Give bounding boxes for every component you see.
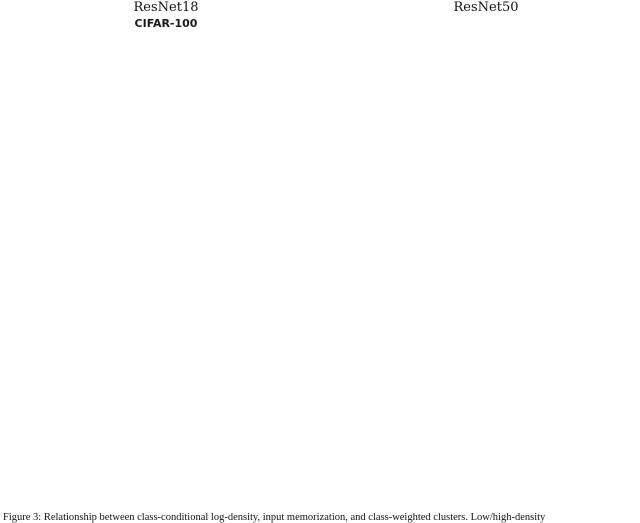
panel-title-resnet18-cifar-100: CIFAR-100: [134, 17, 198, 30]
figure-caption: Figure 3: Relationship between class-con…: [3, 512, 546, 523]
column-title-resnet18: ResNet18: [133, 0, 199, 15]
column-title-resnet50: ResNet50: [453, 0, 519, 15]
